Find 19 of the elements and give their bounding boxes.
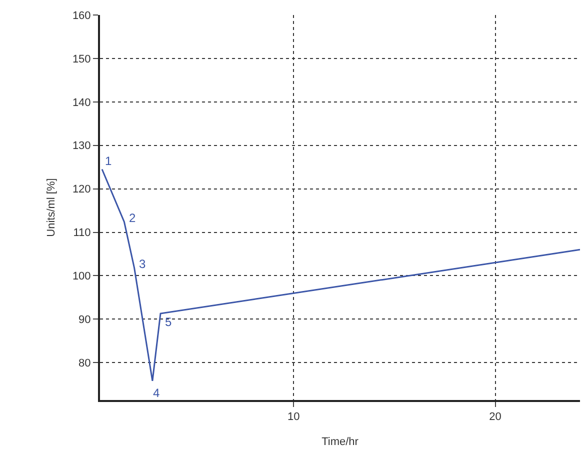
annotation: 3 — [139, 257, 146, 271]
y-axis-title: Units/ml [%] — [46, 178, 58, 237]
annotation: 5 — [165, 315, 172, 329]
y-tick-label: 80 — [78, 357, 91, 370]
y-tick-label: 110 — [73, 227, 91, 240]
annotation: 2 — [129, 211, 136, 225]
line-series — [101, 168, 580, 382]
y-tick-label: 100 — [72, 270, 91, 283]
y-tick-label: 160 — [72, 10, 91, 22]
x-tick-label: 20 — [489, 411, 502, 424]
y-tick-label: 120 — [72, 184, 91, 196]
x-axis-title: Time/hr — [322, 436, 359, 448]
annotation: 1 — [105, 154, 112, 168]
y-tick-label: 130 — [72, 140, 91, 152]
y-tick-label: 150 — [72, 53, 91, 66]
y-tick-label: 90 — [78, 314, 91, 326]
y-tick-label: 140 — [72, 96, 91, 109]
x-tick-label: 10 — [287, 411, 300, 424]
annotation: 4 — [153, 386, 160, 400]
